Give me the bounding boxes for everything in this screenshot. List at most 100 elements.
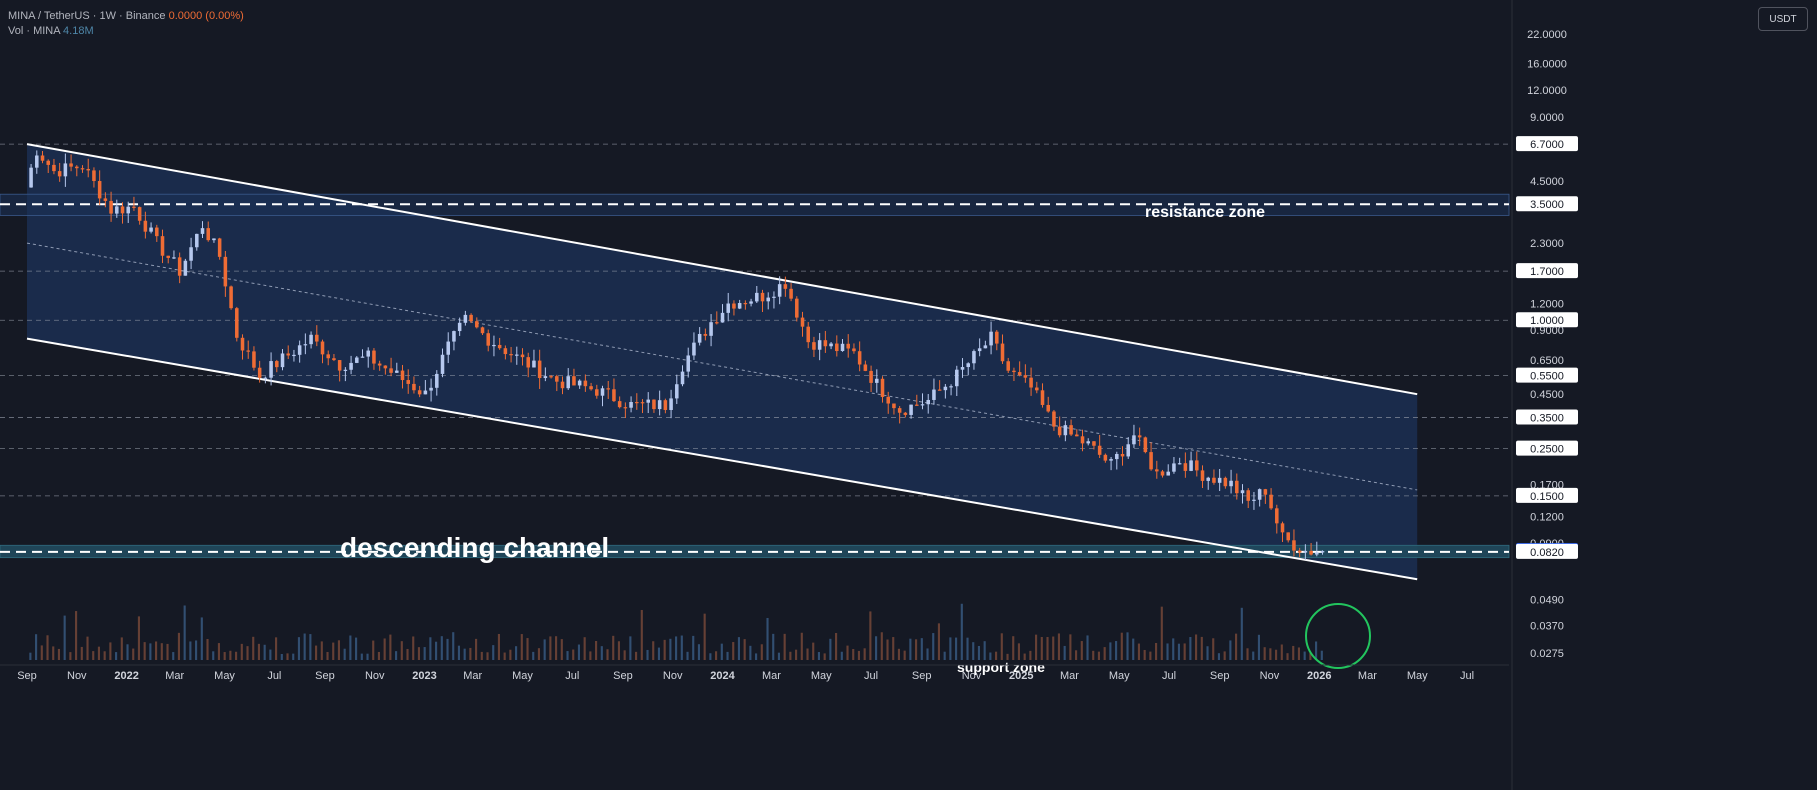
- candle-body: [1292, 540, 1296, 551]
- volume-bar: [755, 653, 758, 660]
- volume-bar: [606, 649, 609, 660]
- candle-body: [103, 198, 108, 201]
- volume-bar: [583, 637, 586, 660]
- volume-bar: [252, 636, 255, 660]
- price-tick-label: 0.0490: [1530, 595, 1564, 607]
- candle-body: [257, 367, 262, 378]
- volume-bar: [29, 652, 32, 660]
- volume-bar: [1040, 636, 1043, 660]
- volume-bar: [132, 648, 135, 660]
- volume-bar: [1006, 653, 1009, 660]
- volume-bar: [903, 650, 906, 660]
- level-price-label: 0.3500: [1530, 412, 1564, 424]
- candle-body: [480, 327, 485, 334]
- level-price-tag: [1516, 543, 1578, 559]
- candle-body: [680, 371, 685, 385]
- level-price-label: 1.7000: [1530, 266, 1564, 278]
- volume-bar: [1292, 645, 1295, 660]
- volume-bar: [63, 615, 66, 660]
- volume-bar: [520, 634, 523, 660]
- volume-bar: [435, 641, 438, 660]
- candle-body: [549, 376, 553, 378]
- volume-bar: [1252, 651, 1255, 660]
- currency-button[interactable]: USDT: [1758, 7, 1808, 31]
- candle-body: [486, 333, 490, 346]
- candle-body: [349, 362, 353, 370]
- candle-body: [400, 370, 405, 381]
- volume-bar: [732, 642, 735, 660]
- candle-body: [886, 396, 890, 404]
- volume-bar: [560, 639, 563, 660]
- candle-body: [315, 334, 319, 342]
- volume-bar: [160, 643, 163, 660]
- descending-channel-fill: [27, 144, 1418, 580]
- candle-body: [332, 358, 336, 361]
- volume-bar: [275, 637, 278, 660]
- candle-body: [1286, 532, 1290, 541]
- volume-bar: [543, 639, 546, 660]
- volume-bar: [955, 637, 958, 660]
- candle-body: [166, 255, 170, 258]
- candle-body: [1309, 550, 1313, 555]
- price-change: 0.0000 (0.00%): [168, 10, 244, 22]
- time-tick-label: May: [512, 670, 533, 682]
- candle-body: [732, 303, 736, 309]
- resistance-label: resistance zone: [1145, 204, 1265, 221]
- candle-body: [1029, 377, 1033, 388]
- volume-bar: [1023, 653, 1026, 660]
- candle-body: [143, 220, 148, 232]
- support-label: support zone: [957, 659, 1045, 675]
- volume-bar: [223, 652, 226, 660]
- volume-bar: [1183, 643, 1186, 660]
- candle-body: [1280, 523, 1285, 533]
- candle-body: [303, 344, 308, 346]
- candle-body: [1155, 469, 1159, 472]
- volume-bar: [103, 651, 106, 660]
- candle-body: [823, 340, 828, 347]
- candle-body: [212, 238, 216, 241]
- price-tick-label: 1.2000: [1530, 298, 1564, 310]
- volume-bar: [440, 636, 443, 660]
- candle-body: [726, 303, 730, 313]
- time-tick-label: Sep: [912, 670, 932, 682]
- candle-body: [235, 308, 239, 338]
- level-price-label: 0.1500: [1530, 491, 1564, 503]
- volume-bar: [1206, 646, 1209, 660]
- candle-body: [429, 387, 433, 391]
- volume-bar: [943, 651, 946, 660]
- volume-bar: [1017, 643, 1021, 660]
- time-tick-label: Mar: [762, 670, 781, 682]
- time-tick-label: May: [214, 670, 235, 682]
- time-tick-label: Nov: [365, 670, 385, 682]
- candle-body: [292, 354, 296, 357]
- volume-bar: [817, 652, 821, 660]
- candle-body: [1177, 463, 1182, 465]
- candle-body: [217, 238, 222, 257]
- time-tick-label: Jul: [267, 670, 281, 682]
- volume-bar: [355, 637, 358, 660]
- candle-body: [275, 361, 279, 368]
- price-tick-label: 0.1200: [1530, 512, 1564, 524]
- volume-bar: [206, 639, 209, 660]
- volume-bar: [503, 652, 506, 660]
- volume-bar: [280, 653, 283, 660]
- volume-bar: [115, 652, 118, 660]
- volume-bar: [1166, 643, 1169, 660]
- candle-body: [372, 350, 376, 364]
- candle-body: [1040, 390, 1045, 405]
- volume-bar: [840, 651, 843, 660]
- price-tick-label: 0.0370: [1530, 621, 1564, 633]
- volume-bar: [1320, 650, 1323, 660]
- volume-bar: [1080, 641, 1083, 660]
- candle-body: [343, 369, 348, 371]
- level-price-tag: [1516, 136, 1578, 152]
- time-tick-label: May: [1109, 670, 1130, 682]
- candle-body: [1315, 552, 1319, 555]
- candle-body: [126, 206, 130, 214]
- candle-body: [1223, 477, 1228, 487]
- candle-body: [937, 389, 942, 391]
- candle-body: [995, 331, 999, 344]
- candle-body: [1103, 454, 1108, 461]
